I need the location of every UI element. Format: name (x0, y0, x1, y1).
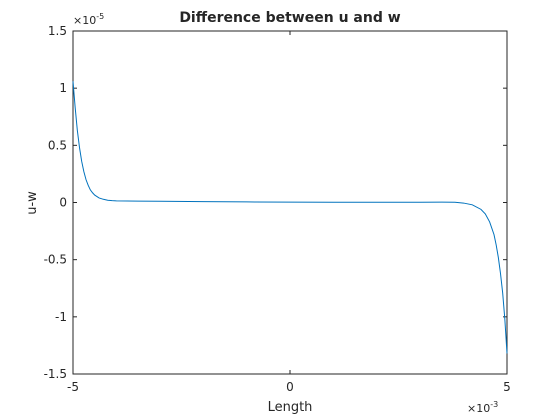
x-tick-label: 0 (286, 380, 294, 394)
y-tick-label: 0.5 (48, 138, 67, 152)
y-tick-label: -0.5 (44, 253, 67, 267)
y-axis-label: u-w (25, 191, 40, 215)
x-axis-label: Length (268, 400, 313, 415)
series-line (72, 81, 508, 354)
chart-title: Difference between u and w (179, 10, 400, 26)
x-tick-label: 5 (503, 380, 511, 394)
y-tick-label: -1.5 (44, 367, 67, 381)
y-tick-label: -1 (55, 310, 67, 324)
y-tick-label: 0 (59, 196, 67, 210)
x-axis-ticks: -5 0 5 (67, 31, 511, 394)
y-tick-label: 1.5 (48, 24, 67, 38)
y-axis-exponent: ×10-5 (73, 12, 104, 27)
x-tick-label: -5 (67, 380, 79, 394)
y-tick-label: 1 (59, 81, 67, 95)
y-axis-ticks: -1.5 -1 -0.5 0 0.5 1 1.5 (44, 24, 507, 381)
x-axis-exponent: ×10-3 (467, 400, 498, 415)
